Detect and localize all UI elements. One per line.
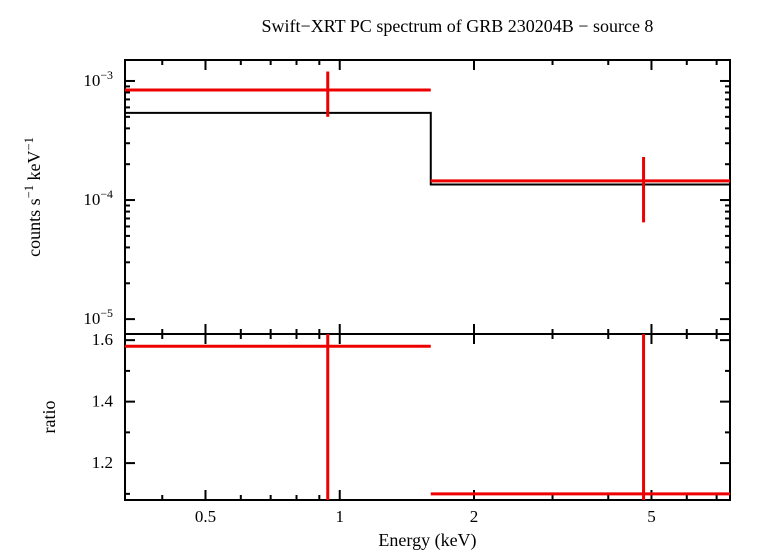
y-tick-label: 10−4 (83, 187, 113, 209)
top-panel-box (125, 60, 730, 334)
ratio-tick-label: 1.4 (92, 392, 114, 411)
y-tick-label: 10−3 (83, 68, 113, 90)
y-axis-label-bottom: ratio (39, 401, 59, 434)
bottom-panel-box (125, 334, 730, 500)
x-axis-label: Energy (keV) (378, 530, 476, 551)
x-tick-label: 2 (470, 507, 479, 526)
x-tick-label: 5 (647, 507, 656, 526)
chart-title: Swift−XRT PC spectrum of GRB 230204B − s… (262, 16, 654, 36)
x-tick-label: 1 (335, 507, 344, 526)
y-tick-label: 10−5 (83, 306, 113, 328)
model-step (125, 113, 730, 185)
x-tick-label: 0.5 (195, 507, 216, 526)
ratio-tick-label: 1.2 (92, 453, 113, 472)
spectrum-chart: Swift−XRT PC spectrum of GRB 230204B − s… (0, 0, 758, 556)
ratio-tick-label: 1.6 (92, 330, 113, 349)
y-axis-label-top: counts s−1 keV−1 (22, 137, 44, 257)
